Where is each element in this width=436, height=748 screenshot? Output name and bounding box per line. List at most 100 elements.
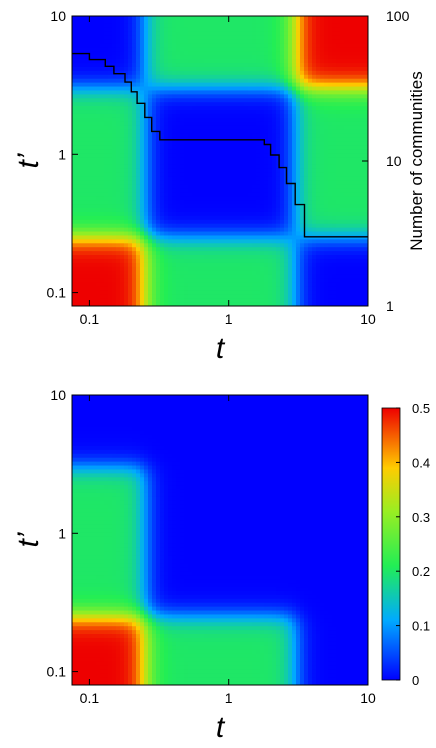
heatmap-cell (332, 98, 337, 103)
heatmap-cell (108, 117, 113, 123)
heatmap-cell (160, 247, 165, 252)
heatmap-cell (140, 204, 145, 209)
heatmap-cell (120, 59, 125, 64)
heatmap-cell (192, 294, 197, 299)
heatmap-cell (328, 290, 333, 295)
heatmap-cell (168, 102, 173, 107)
heatmap-cell (340, 23, 345, 29)
heatmap-cell (228, 47, 233, 52)
heatmap-cell (268, 282, 273, 288)
heatmap-cell (276, 278, 281, 284)
heatmap-cell (256, 157, 261, 162)
heatmap-cell (196, 145, 201, 150)
heatmap-cell (308, 129, 313, 135)
heatmap-cell (104, 19, 109, 25)
heatmap-cell (284, 290, 289, 295)
heatmap-cell (284, 208, 289, 213)
heatmap-cell (136, 161, 141, 166)
heatmap-cell (192, 192, 197, 197)
heatmap-cell (96, 145, 101, 150)
heatmap-cell (184, 70, 189, 76)
heatmap-cell (92, 161, 97, 166)
heatmap-cell (120, 125, 125, 131)
heatmap-cell (292, 125, 297, 131)
heatmap-cell (240, 16, 245, 21)
heatmap-cell (124, 231, 129, 237)
heatmap-cell (184, 125, 189, 131)
heatmap-cell (308, 113, 313, 119)
heatmap-cell (160, 110, 165, 115)
heatmap-cell (248, 133, 253, 139)
heatmap-cell (212, 266, 217, 272)
heatmap-cell (196, 184, 201, 190)
heatmap-cell (104, 192, 109, 197)
heatmap-cell (256, 180, 261, 186)
heatmap-cell (264, 192, 269, 197)
heatmap-cell (116, 27, 121, 33)
heatmap-cell (84, 258, 89, 264)
heatmap-cell (324, 255, 329, 260)
heatmap-cell (296, 274, 301, 280)
heatmap-cell (252, 16, 257, 21)
heatmap-cell (232, 270, 237, 276)
heatmap-cell (308, 78, 313, 84)
heatmap-cell (108, 82, 113, 88)
heatmap-cell (172, 294, 177, 299)
heatmap-cell (184, 51, 189, 56)
heatmap-cell (296, 180, 301, 186)
heatmap-cell (276, 266, 281, 272)
heatmap-cell (88, 141, 93, 146)
heatmap-cell (304, 43, 309, 48)
heatmap-cell (280, 251, 285, 256)
heatmap-cell (76, 82, 81, 88)
heatmap-cell (324, 196, 329, 201)
heatmap-cell (124, 258, 129, 264)
heatmap-cell (192, 282, 197, 288)
heatmap-cell (148, 63, 153, 68)
heatmap-cell (160, 211, 165, 217)
heatmap-cell (228, 286, 233, 291)
heatmap-cell (164, 215, 169, 221)
heatmap-cell (292, 39, 297, 45)
heatmap-cell (84, 59, 89, 64)
heatmap-cell (136, 98, 141, 103)
heatmap-cell (216, 258, 221, 264)
heatmap-cell (204, 235, 209, 240)
heatmap-cell (300, 243, 305, 248)
heatmap-cell (264, 243, 269, 248)
heatmap-cell (168, 278, 173, 284)
heatmap-cell (272, 63, 277, 68)
heatmap-cell (284, 59, 289, 64)
heatmap-cell (228, 172, 233, 178)
heatmap-cell (116, 149, 121, 154)
heatmap-cell (112, 211, 117, 217)
heatmap-cell (296, 208, 301, 213)
heatmap-cell (72, 86, 77, 92)
heatmap-cell (180, 55, 185, 60)
heatmap-cell (128, 219, 133, 225)
heatmap-cell (144, 121, 149, 127)
heatmap-cell (256, 23, 261, 29)
heatmap-cell (240, 157, 245, 162)
heatmap-cell (184, 66, 189, 72)
heatmap-cell (316, 270, 321, 276)
heatmap-cell (324, 298, 329, 303)
heatmap-cell (316, 266, 321, 272)
heatmap-cell (160, 286, 165, 291)
heatmap-cell (312, 78, 317, 84)
heatmap-cell (220, 141, 225, 146)
heatmap-cell (112, 251, 117, 256)
heatmap-cell (244, 235, 249, 240)
heatmap-cell (108, 168, 113, 174)
heatmap-cell (172, 176, 177, 182)
heatmap-cell (308, 176, 313, 182)
heatmap-cell (236, 19, 241, 25)
heatmap-cell (204, 258, 209, 264)
heatmap-cell (136, 94, 141, 99)
heatmap-cell (100, 270, 105, 276)
heatmap-cell (324, 133, 329, 139)
heatmap-cell (308, 59, 313, 64)
heatmap-cell (72, 39, 77, 45)
heatmap-cell (192, 121, 197, 127)
heatmap-cell (152, 43, 157, 48)
